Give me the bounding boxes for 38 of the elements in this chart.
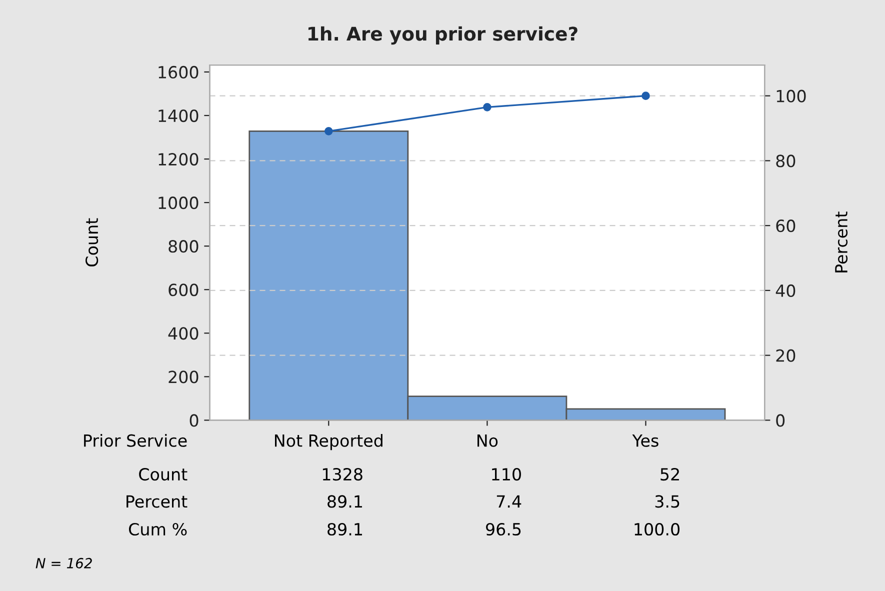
y-tick-label: 400 xyxy=(168,327,198,340)
point xyxy=(642,92,650,100)
y2-tick-label: 80 xyxy=(776,154,796,168)
chart-title: 1h. Are you prior service? xyxy=(308,26,578,45)
text: 7.4 xyxy=(496,495,522,508)
y2-tick-label: 100 xyxy=(776,90,806,102)
x-tick-label: Not Reported xyxy=(274,434,382,450)
text: 3.5 xyxy=(655,495,680,508)
point xyxy=(483,103,492,112)
text: Cum % xyxy=(128,522,187,536)
y-tick-label: 1200 xyxy=(158,152,198,166)
x-tick-label: No xyxy=(477,434,498,447)
y-tick-label: 1400 xyxy=(158,109,198,122)
text: 96.5 xyxy=(486,522,521,536)
y-tick-label: 600 xyxy=(168,284,198,296)
y-tick-label: 0 xyxy=(190,414,198,427)
text: N = 162 xyxy=(36,558,92,568)
text: 89.1 xyxy=(328,522,362,536)
text: 100.0 xyxy=(634,522,680,536)
y2-tick-label: 20 xyxy=(776,349,796,362)
text: 110 xyxy=(492,468,521,481)
x-axis-title: Prior Service xyxy=(84,434,187,447)
x-tick-label: Yes xyxy=(632,434,658,447)
y-tick-label: 200 xyxy=(168,370,198,384)
y2-tick-label: 0 xyxy=(776,414,785,427)
point xyxy=(324,127,333,136)
text: 1328 xyxy=(322,468,362,481)
text: Count xyxy=(139,468,188,481)
text: 89.1 xyxy=(328,495,362,508)
text: 52 xyxy=(660,468,679,481)
y2-tick-label: 40 xyxy=(776,284,796,298)
y-tick-label: 1600 xyxy=(158,66,198,79)
y2-tick-label: 60 xyxy=(776,220,796,232)
y2-axis-title: Percent xyxy=(835,212,848,272)
y-axis-title: Count xyxy=(86,218,98,266)
y-tick-label: 800 xyxy=(168,240,198,253)
text: Percent xyxy=(126,495,188,508)
y-tick-label: 1000 xyxy=(158,196,198,210)
